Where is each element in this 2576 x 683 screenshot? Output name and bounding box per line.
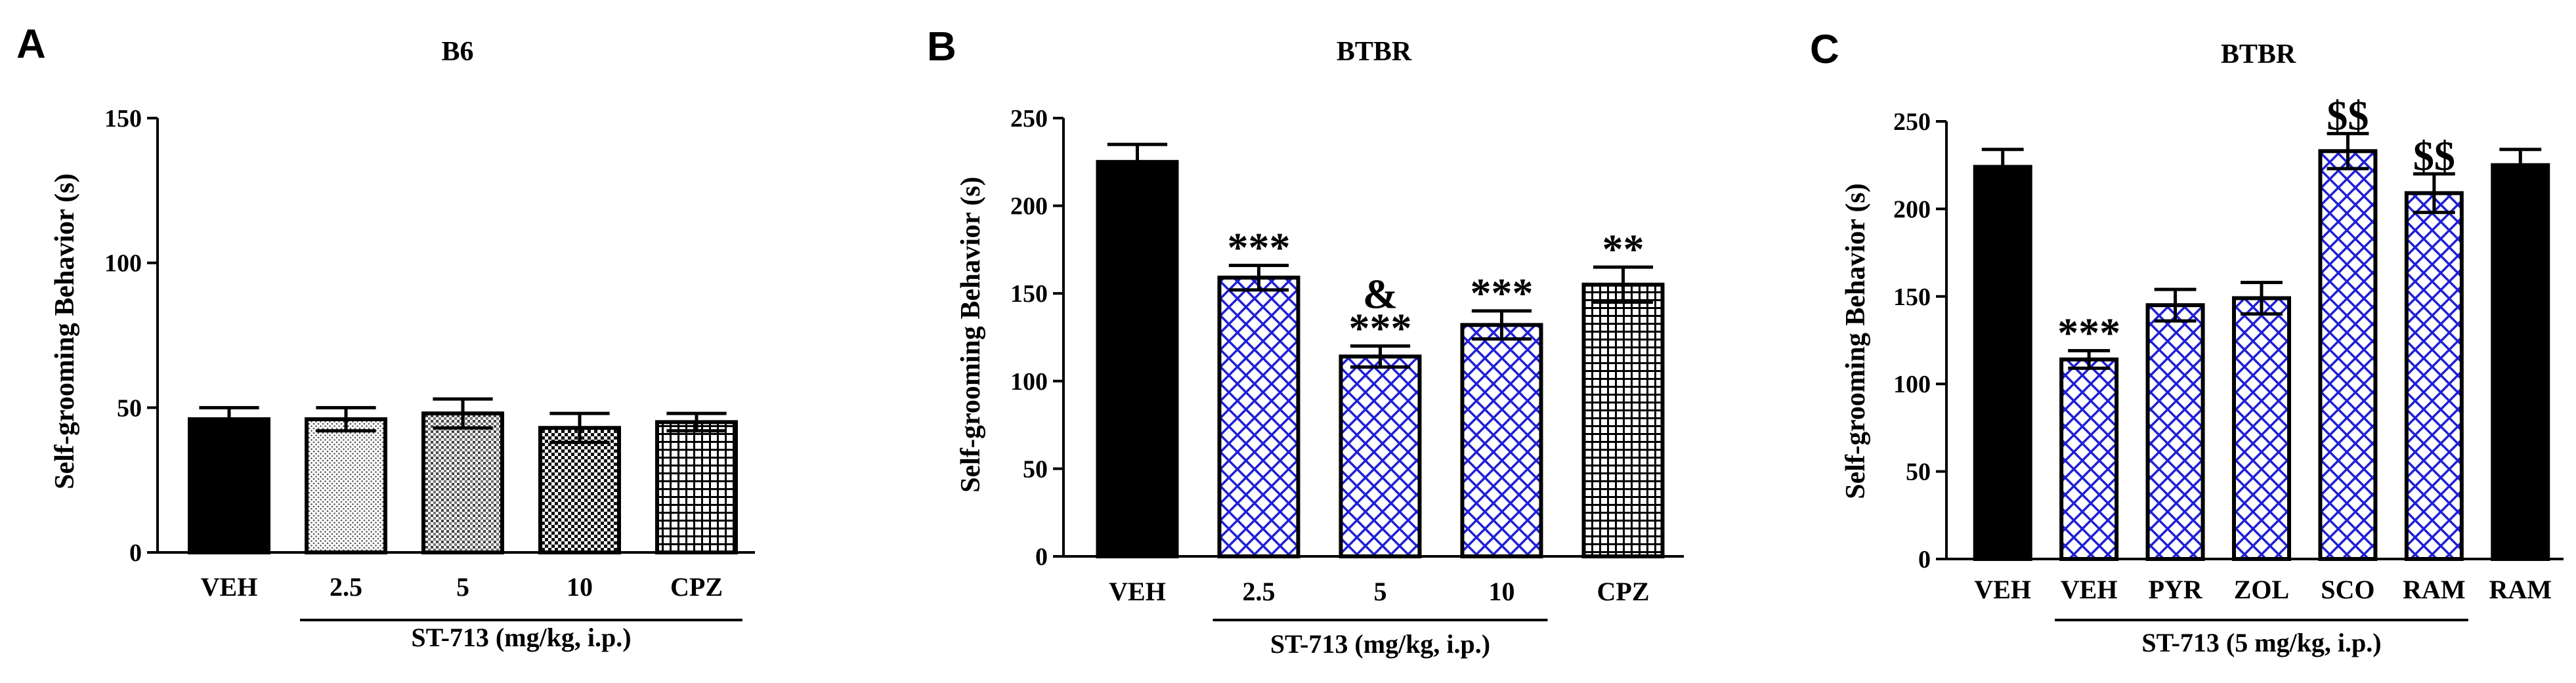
bar [2145,303,2205,561]
y-tick-label: 50 [1906,459,1931,486]
significance-label: ** [1602,226,1644,272]
bar [188,417,270,555]
panel-letter-a: A [16,22,46,67]
bar [2404,191,2464,561]
y-tick-label: 0 [129,539,142,567]
y-axis-label: Self-grooming Behavior (s) [956,176,986,492]
plot-area: 0 50 100 150 200 250 VEH *** VEH PYR ZOL $$ SCO $$ RAM… [1893,93,2564,657]
group-label: ST-713 (mg/kg, i.p.) [1270,629,1490,659]
significance-label: *** [1470,270,1534,316]
y-tick-label: 50 [117,394,142,422]
bar [2232,296,2291,561]
x-tick-label: 5 [1374,577,1387,606]
significance-label: *** [1349,304,1412,351]
x-tick-label: SCO [2321,575,2374,604]
x-tick-label: ZOL [2234,575,2289,604]
x-tick-label: VEH [1109,577,1166,606]
bar [2491,163,2550,561]
x-tick-label: RAM [2403,575,2466,604]
bar [538,426,621,555]
y-tick-label: 50 [1023,455,1048,483]
x-tick-label: 10 [567,572,593,602]
significance-label: *** [1228,224,1291,270]
significance-label: $$ [2413,133,2455,179]
significance-label: *** [2057,310,2120,356]
panel-letter-b: B [927,24,956,70]
x-tick-label: VEH [201,572,258,602]
y-axis-label: Self-grooming Behavior (s) [1841,183,1871,499]
chart-title: BTBR [2221,39,2296,70]
bar [1460,323,1543,558]
y-tick-label: 200 [1893,196,1931,223]
plot-area: 0 50 100 150 VEH 2.5 5 10 CPZ ST-713 (mg/kg, i.p.… [104,105,755,652]
panel-letter-c: C [1810,27,1839,72]
x-tick-label: VEH [2061,575,2118,604]
x-tick-label: VEH [1974,575,2031,604]
y-axis-label: Self-grooming Behavior (s) [50,173,80,489]
x-tick-label: CPZ [670,572,723,602]
x-tick-label: 10 [1489,577,1515,606]
y-tick-label: 0 [1035,543,1048,571]
y-tick-label: 250 [1893,108,1931,136]
bar [2318,149,2378,561]
bar [655,420,738,555]
plot-area: 050100150200250VEH***2.5***&5***10**CPZS… [1010,105,1684,659]
bar [305,417,387,555]
y-tick-label: 100 [1010,368,1048,396]
bar [1096,159,1179,559]
x-tick-label: CPZ [1597,577,1650,606]
y-tick-label: 150 [1010,280,1048,308]
bar [1217,276,1300,558]
x-tick-label: 2.5 [330,572,362,602]
chart-title: B6 [441,37,473,67]
y-tick-label: 150 [1893,283,1931,311]
panel-c: C BTBR Self-grooming Behavior (s) 0 50 100… [1810,27,2564,657]
y-tick-label: 200 [1010,193,1048,220]
x-tick-label: PYR [2148,575,2202,604]
panel-b: B BTBR Self-grooming Behavior (s) 0 50 100… [927,24,1684,659]
significance-label: $$ [2327,93,2369,139]
bar [1973,165,2032,562]
bar [1581,282,1665,558]
y-tick-label: 100 [1893,371,1931,398]
y-tick-label: 250 [1010,105,1048,133]
bar [1339,354,1422,559]
bar [2059,357,2119,562]
bar [421,411,504,554]
y-tick-label: 150 [104,105,142,133]
significance-label: & [1363,270,1398,317]
x-tick-label: 2.5 [1243,577,1276,606]
x-tick-label: RAM [2489,575,2552,604]
group-label: ST-713 (5 mg/kg, i.p.) [2141,628,2381,657]
panel-a: A B6 Self-grooming Behavior (s) 0 50 100 15… [16,22,755,652]
x-tick-label: 5 [456,572,469,602]
chart-title: BTBR [1337,37,1412,67]
y-tick-label: 100 [104,250,142,278]
y-tick-label: 0 [1918,546,1931,573]
group-label: ST-713 (mg/kg, i.p.) [411,623,631,652]
